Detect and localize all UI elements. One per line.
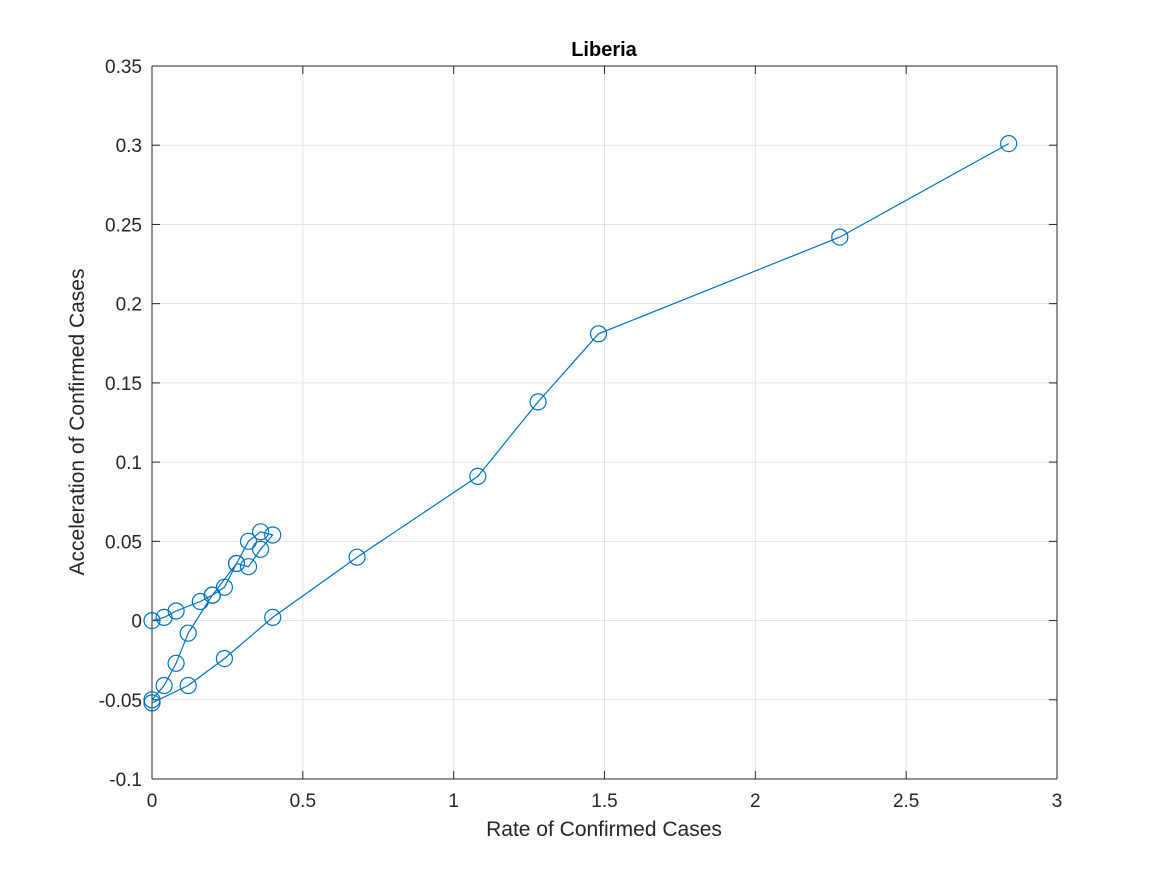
y-tick-label: 0.1 [116, 453, 142, 474]
data-point [179, 676, 197, 695]
data-point [215, 649, 233, 668]
data-point [264, 608, 282, 627]
data-point [227, 554, 246, 573]
x-tick-label: 2 [750, 791, 761, 812]
axes: 0 0.5 1 1.5 2 2.5 3 -0.1 -0.05 0 0.05 0.1 0.15 0.2 0.2… [99, 57, 1063, 812]
x-tick-label: 1.5 [591, 791, 617, 812]
y-tick-label: 0.2 [116, 295, 142, 316]
data-point [348, 548, 366, 566]
y-tick-label: 0.05 [105, 532, 142, 553]
data-point [469, 467, 487, 485]
data-point [143, 694, 161, 712]
data-point [264, 526, 282, 544]
x-tick-label: 0.5 [290, 791, 316, 812]
data-point [155, 676, 173, 695]
data-point [252, 523, 270, 541]
x-tick-label: 0 [147, 791, 158, 812]
x-axis-label: Rate of Confirmed Cases [486, 818, 722, 841]
data-point [252, 540, 270, 558]
series-line [151, 143, 1009, 704]
data-point [589, 325, 608, 343]
y-tick-label: 0 [131, 612, 142, 633]
data-point [143, 611, 161, 630]
y-tick-label: 0.35 [105, 57, 142, 78]
data-point [831, 228, 849, 246]
data-point [239, 532, 258, 550]
series-layer [143, 135, 1018, 712]
data-point [203, 586, 221, 604]
x-tick-label: 3 [1052, 791, 1063, 812]
data-point [529, 393, 547, 411]
data-point [1000, 135, 1018, 153]
data-point [179, 624, 197, 642]
data-point [167, 602, 185, 620]
chart-title: Liberia [571, 39, 637, 61]
data-point [215, 578, 233, 596]
y-tick-label: 0.25 [105, 215, 142, 236]
data-point [167, 654, 185, 672]
data-point [239, 558, 258, 576]
y-tick-label: 0.3 [116, 136, 142, 157]
x-tick-label: 2.5 [893, 791, 919, 812]
y-axis-label: Acceleration of Confirmed Cases [66, 269, 89, 576]
y-tick-label: 0.15 [105, 374, 142, 395]
x-tick-label: 1 [448, 791, 459, 812]
y-tick-label: -0.1 [109, 770, 142, 791]
y-tick-label: -0.05 [99, 691, 142, 712]
